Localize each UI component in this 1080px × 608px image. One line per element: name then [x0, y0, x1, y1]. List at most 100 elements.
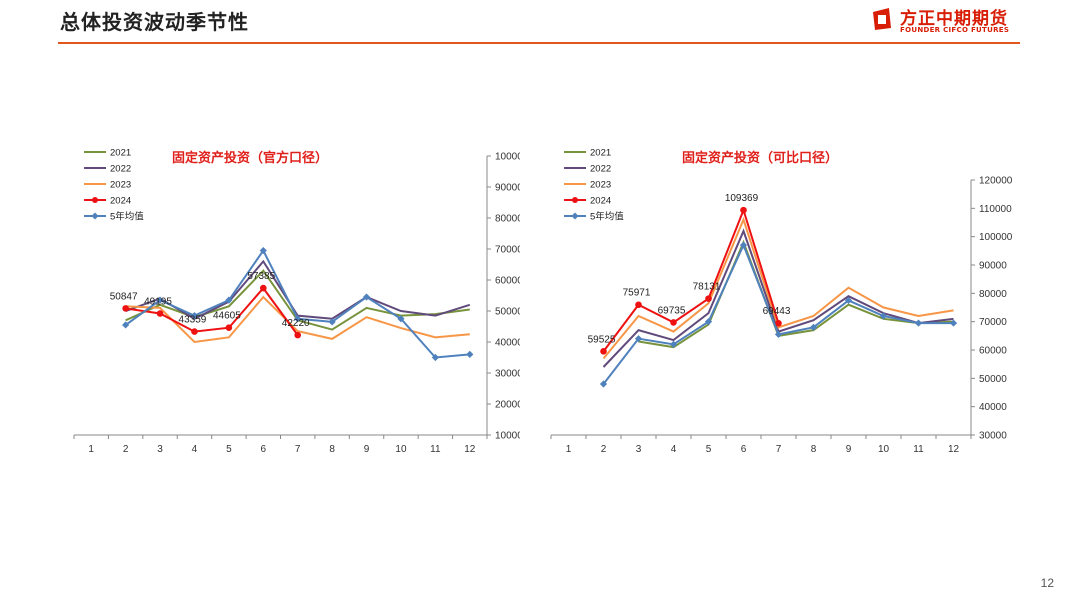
- x-tick-label: 8: [329, 444, 335, 455]
- legend-label: 2022: [590, 164, 611, 175]
- chart-title: 固定资产投资（官方口径）: [172, 150, 328, 165]
- series-line-2023: [602, 216, 954, 360]
- data-point: [740, 206, 747, 214]
- y-tick-label: 50000: [979, 374, 1007, 385]
- x-tick-label: 11: [430, 444, 441, 455]
- x-tick-label: 9: [846, 444, 852, 455]
- data-point: [397, 315, 405, 323]
- x-tick-label: 5: [226, 444, 232, 455]
- y-tick-label: 60000: [979, 346, 1007, 357]
- legend-marker: [92, 197, 98, 203]
- data-label: 59525: [588, 334, 616, 345]
- data-label: 42220: [282, 318, 310, 329]
- data-label: 43359: [179, 315, 207, 326]
- legend-label: 5年均值: [110, 211, 144, 223]
- x-tick-label: 3: [636, 444, 642, 455]
- y-tick-label: 50000: [495, 307, 520, 318]
- legend-marker: [572, 197, 578, 203]
- x-tick-label: 4: [671, 444, 677, 455]
- x-tick-label: 7: [776, 444, 782, 455]
- x-tick-label: 11: [913, 444, 924, 455]
- chart-official: 固定资产投资（官方口径）1234567891011121000020000300…: [73, 148, 520, 455]
- brand-name-en: FOUNDER CIFCO FUTURES: [900, 26, 1010, 34]
- x-tick-label: 6: [741, 444, 747, 455]
- y-tick-label: 40000: [495, 338, 520, 349]
- series-line-2021: [638, 239, 954, 349]
- x-tick-label: 1: [566, 444, 572, 455]
- legend-label: 5年均值: [590, 211, 624, 223]
- x-tick-label: 4: [192, 444, 198, 455]
- y-tick-label: 110000: [979, 204, 1012, 215]
- x-tick-label: 5: [706, 444, 712, 455]
- data-point: [122, 305, 129, 312]
- chart-title: 固定资产投资（可比口径）: [682, 150, 838, 165]
- series-line-2024: [125, 286, 299, 336]
- x-tick-label: 2: [123, 444, 129, 455]
- page-title: 总体投资波动季节性: [60, 10, 249, 34]
- y-tick-label: 80000: [979, 289, 1007, 300]
- legend-label: 2022: [110, 164, 131, 175]
- y-tick-label: 30000: [495, 369, 520, 380]
- data-label: 75971: [623, 288, 651, 299]
- data-point: [225, 324, 233, 332]
- y-tick-label: 100000: [979, 232, 1013, 243]
- y-tick-label: 90000: [495, 183, 520, 194]
- data-point: [466, 350, 474, 358]
- x-tick-label: 9: [364, 444, 370, 455]
- data-label: 78131: [693, 282, 721, 293]
- data-label: 44605: [213, 311, 241, 322]
- brand-logo: 方正中期期货 FOUNDER CIFCO FUTURES: [870, 4, 1020, 38]
- data-point: [635, 301, 642, 309]
- data-point: [294, 315, 302, 323]
- x-tick-label: 7: [295, 444, 301, 455]
- x-tick-label: 8: [811, 444, 817, 455]
- data-point: [122, 321, 130, 329]
- data-point: [294, 331, 302, 339]
- data-label: 49195: [144, 296, 172, 307]
- x-tick-label: 12: [464, 444, 476, 455]
- data-point: [739, 241, 748, 249]
- data-label: 69735: [658, 305, 686, 316]
- data-point: [775, 319, 782, 327]
- series-line-2024: [602, 207, 780, 352]
- data-point: [879, 312, 888, 320]
- data-point: [634, 335, 643, 343]
- x-tick-label: 3: [157, 444, 163, 455]
- legend-marker: [91, 212, 99, 220]
- y-tick-label: 60000: [495, 276, 520, 287]
- data-point: [705, 295, 712, 302]
- data-label: 109369: [725, 193, 759, 204]
- data-point: [362, 293, 371, 301]
- data-label: 57385: [247, 271, 275, 282]
- x-tick-label: 2: [601, 444, 607, 455]
- legend-label: 2021: [110, 148, 131, 159]
- data-label: 69443: [763, 306, 791, 317]
- legend-marker: [571, 212, 579, 220]
- series-line-5年均值: [125, 248, 470, 359]
- y-tick-label: 120000: [979, 176, 1013, 187]
- page-number: 12: [1040, 576, 1054, 590]
- data-point: [600, 348, 607, 355]
- x-tick-label: 12: [948, 444, 960, 455]
- legend-label: 2024: [590, 196, 611, 207]
- y-tick-label: 70000: [979, 317, 1007, 328]
- legend-label: 2023: [590, 180, 611, 191]
- chart-comparable: 固定资产投资（可比口径）1 2 3 4 5 6 7 8 9 10 11 123000040000500…: [550, 148, 1013, 455]
- y-tick-label: 20000: [495, 400, 520, 411]
- y-tick-label: 90000: [979, 261, 1007, 272]
- x-tick-label: 1: [88, 444, 94, 455]
- data-point: [191, 328, 198, 335]
- y-tick-label: 80000: [495, 214, 520, 225]
- y-tick-label: 10000: [495, 431, 520, 442]
- legend-label: 2024: [110, 196, 131, 207]
- header-rule: [58, 42, 1020, 44]
- x-tick-label: 6: [261, 444, 267, 455]
- y-tick-label: 70000: [495, 245, 520, 256]
- data-point: [259, 284, 267, 292]
- data-point: [949, 319, 958, 327]
- y-tick-label: 100000: [495, 152, 520, 163]
- y-tick-label: 30000: [979, 431, 1007, 442]
- brand-logo-icon: [873, 8, 891, 30]
- data-point: [599, 380, 608, 388]
- series-line-2022: [602, 228, 954, 368]
